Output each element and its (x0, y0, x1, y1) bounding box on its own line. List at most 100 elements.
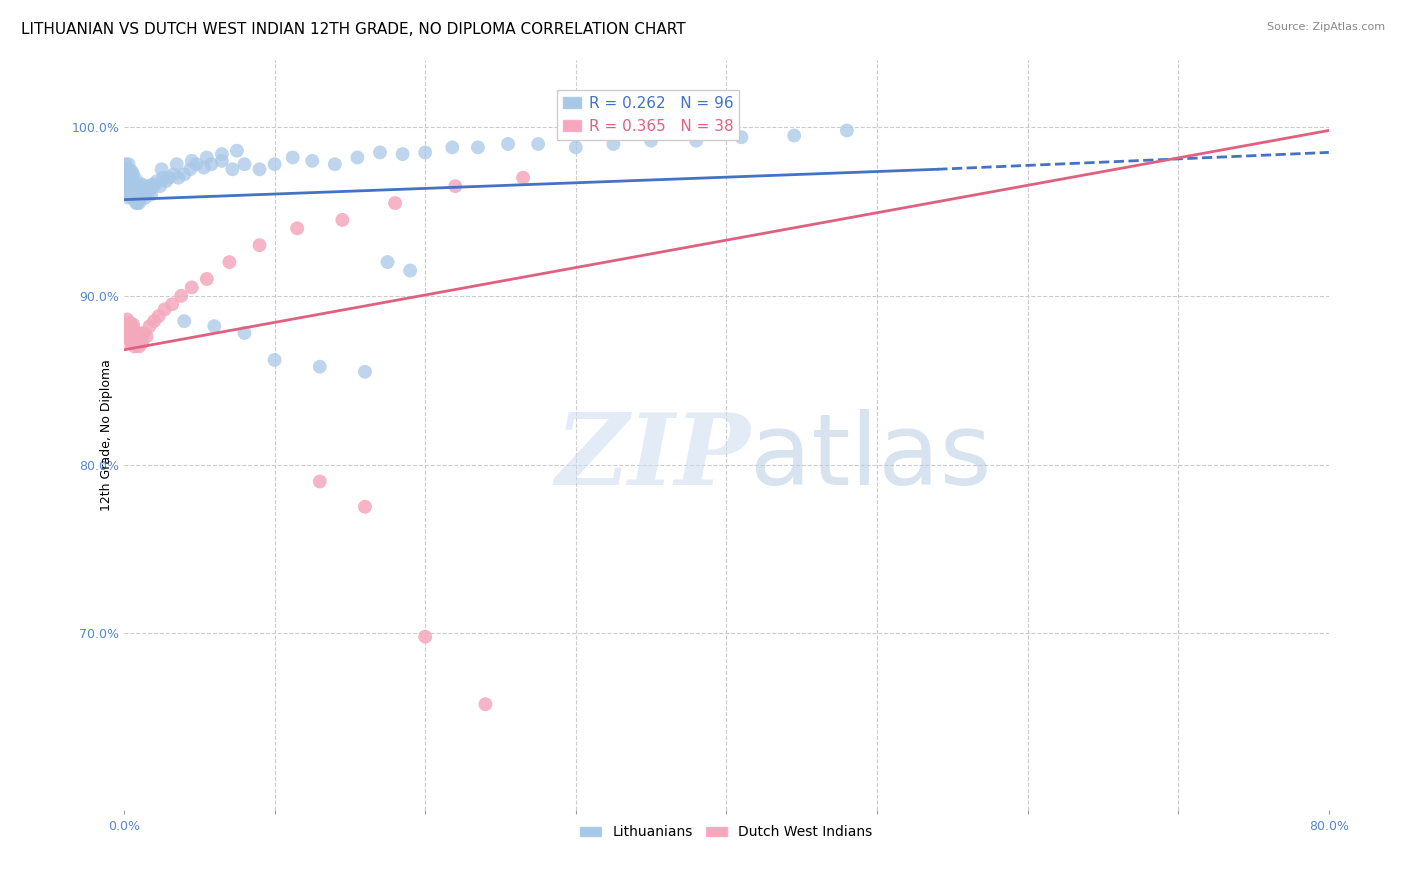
Point (496, 136, 519, 151)
Point (138, 184, 160, 198)
Point (233, 157, 256, 171)
Point (685, 134, 707, 148)
Point (167, 170, 190, 185)
Point (114, 157, 136, 171)
Point (730, 130, 752, 145)
Point (125, 331, 148, 345)
Point (138, 319, 160, 334)
Point (129, 191, 152, 205)
Point (354, 365, 377, 379)
Point (173, 314, 195, 328)
Point (195, 272, 218, 286)
Point (132, 187, 155, 202)
Point (249, 238, 271, 252)
Point (125, 178, 148, 192)
Point (117, 162, 139, 177)
Point (391, 147, 413, 161)
Point (121, 170, 143, 185)
Point (218, 255, 240, 269)
Point (124, 184, 146, 198)
Point (139, 187, 162, 202)
Point (527, 136, 550, 151)
Point (125, 187, 148, 202)
Point (128, 196, 150, 211)
Point (179, 162, 201, 177)
Point (118, 170, 141, 185)
Point (118, 164, 141, 178)
Point (368, 145, 391, 160)
Point (143, 179, 166, 194)
Point (157, 170, 180, 185)
Point (131, 336, 153, 351)
Point (128, 339, 150, 353)
Point (474, 697, 496, 711)
Point (170, 289, 193, 303)
Point (132, 326, 155, 340)
Point (152, 170, 174, 185)
Point (142, 178, 165, 192)
Point (377, 255, 399, 269)
Point (121, 191, 143, 205)
Point (114, 162, 136, 177)
Point (565, 140, 588, 154)
Point (186, 157, 208, 171)
Point (211, 153, 233, 168)
Text: Source: ZipAtlas.com: Source: ZipAtlas.com (1267, 22, 1385, 32)
Point (444, 179, 467, 194)
Point (512, 170, 534, 185)
Point (118, 182, 141, 196)
Point (124, 174, 146, 188)
Point (127, 187, 149, 202)
Point (118, 178, 141, 192)
Point (263, 157, 285, 171)
Point (195, 151, 218, 165)
Point (121, 322, 143, 336)
Point (122, 187, 145, 202)
Point (117, 184, 139, 198)
Point (149, 179, 172, 194)
Point (117, 331, 139, 345)
Point (114, 318, 136, 332)
Text: atlas: atlas (751, 409, 993, 506)
Y-axis label: 12th Grade, No Diploma: 12th Grade, No Diploma (100, 359, 112, 511)
Point (122, 181, 145, 195)
Point (180, 280, 202, 294)
Point (467, 140, 489, 154)
Point (301, 153, 323, 168)
Point (134, 191, 156, 205)
Point (835, 123, 858, 137)
Point (122, 331, 145, 345)
Point (136, 179, 159, 194)
Point (226, 144, 249, 158)
Point (193, 161, 215, 175)
Point (285, 221, 308, 235)
Point (122, 167, 145, 181)
Point (233, 326, 256, 340)
Point (783, 128, 806, 143)
Point (115, 179, 138, 194)
Point (115, 312, 138, 326)
Point (150, 162, 173, 177)
Point (114, 326, 136, 340)
Point (115, 162, 138, 177)
Point (263, 353, 285, 368)
Point (160, 297, 183, 311)
Point (117, 157, 139, 171)
Point (173, 167, 195, 181)
Point (122, 174, 145, 188)
Point (330, 213, 353, 227)
Point (118, 187, 141, 202)
Point (281, 151, 304, 165)
Legend: Lithuanians, Dutch West Indians: Lithuanians, Dutch West Indians (575, 820, 879, 845)
Point (115, 167, 138, 181)
Point (323, 157, 346, 171)
Point (127, 326, 149, 340)
Point (127, 196, 149, 211)
Text: ZIP: ZIP (555, 409, 751, 506)
Text: LITHUANIAN VS DUTCH WEST INDIAN 12TH GRADE, NO DIPLOMA CORRELATION CHART: LITHUANIAN VS DUTCH WEST INDIAN 12TH GRA… (21, 22, 686, 37)
Point (128, 184, 150, 198)
Point (125, 196, 148, 211)
Point (115, 174, 138, 188)
Point (146, 174, 169, 188)
Point (121, 184, 143, 198)
